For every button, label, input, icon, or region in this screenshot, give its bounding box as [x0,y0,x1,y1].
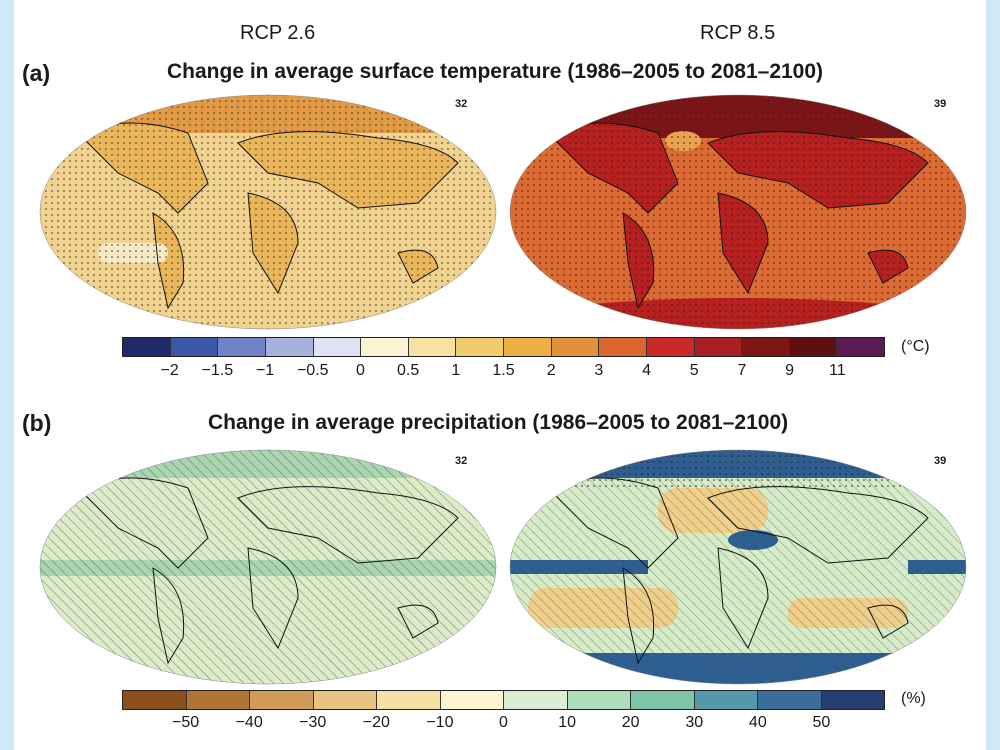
colorbar-temperature-tick-label: 0 [355,362,365,379]
colorbar-temperature-swatch [504,338,552,356]
colorbar-precipitation-unit: (%) [901,690,926,707]
colorbar-temperature-tick-label: −1 [255,362,275,379]
colorbar-precipitation-tick-label: −50 [172,714,200,731]
colorbar-temperature-tick-label: 11 [829,362,846,379]
colorbar-precipitation-tick-label: −30 [299,714,327,731]
colorbar-precipitation-swatch [123,691,187,709]
map-precipitation-rcp26 [39,449,497,685]
colorbar-temperature-tick-label: 7 [737,362,747,379]
colorbar-temperature [122,337,885,357]
colorbar-temperature-swatch [313,338,362,356]
colorbar-precipitation-tick-label: 50 [812,714,831,731]
colorbar-temperature-swatch [408,338,457,356]
colorbar-temperature-swatch [456,338,504,356]
map-temperature-rcp85 [509,94,967,330]
scenario-label-right: RCP 8.5 [700,22,776,44]
panel-a-letter: (a) [22,60,51,86]
colorbar-precipitation-tick-label: −20 [362,714,390,731]
colorbar-temperature-swatch [170,338,219,356]
colorbar-temperature-tick-label: 1.5 [492,362,515,379]
colorbar-temperature-tick-label: 3 [594,362,604,379]
colorbar-precipitation-tick-label: −10 [426,714,454,731]
colorbar-temperature-tick-label: 0.5 [397,362,420,379]
colorbar-precipitation-tick-label: 20 [621,714,640,731]
panel-b-model-count-right: 39 [934,455,947,467]
colorbar-precipitation-swatch [504,691,568,709]
colorbar-temperature-tick-label: 4 [642,362,652,379]
colorbar-temperature-swatch [361,338,409,356]
colorbar-temperature-swatch [265,338,314,356]
colorbar-precipitation [122,690,885,710]
colorbar-precipitation-swatch [821,691,884,709]
map-precipitation-rcp85 [509,449,967,685]
colorbar-temperature-swatch [218,338,266,356]
colorbar-temperature-unit: (°C) [901,338,930,355]
panel-a-model-count-right: 39 [934,98,947,110]
colorbar-precipitation-tick-label: 30 [685,714,704,731]
colorbar-temperature-swatch [551,338,600,356]
panel-a-title: Change in average surface temperature (1… [167,60,824,83]
colorbar-temperature-tick-label: −0.5 [296,362,329,379]
map-temperature-rcp26 [39,94,497,330]
colorbar-temperature-tick-label: 1 [451,362,461,379]
colorbar-temperature-swatch [646,338,695,356]
left-page-border [0,0,14,750]
panel-b-title: Change in average precipitation (1986–20… [208,411,789,434]
colorbar-temperature-swatch [694,338,743,356]
colorbar-precipitation-swatch [758,691,822,709]
colorbar-precipitation-swatch [567,691,631,709]
colorbar-precipitation-swatch [186,691,250,709]
panel-b-letter: (b) [22,410,52,436]
colorbar-temperature-swatch [599,338,647,356]
colorbar-precipitation-tick-label: −40 [235,714,263,731]
colorbar-temperature-swatch [789,338,838,356]
colorbar-temperature-tick-label: −1.5 [201,362,234,379]
colorbar-temperature-swatch [123,338,171,356]
panel-a-model-count-left: 32 [455,98,468,110]
colorbar-precipitation-swatch [377,691,441,709]
colorbar-precipitation-swatch [250,691,314,709]
scenario-label-left: RCP 2.6 [240,22,316,44]
colorbar-temperature-tick-label: −2 [160,362,179,379]
colorbar-temperature-tick-label: 2 [546,362,556,379]
colorbar-precipitation-swatch [440,691,504,709]
colorbar-precipitation-swatch [694,691,758,709]
colorbar-precipitation-swatch [631,691,695,709]
colorbar-precipitation-tick-label: 0 [499,714,508,731]
colorbar-precipitation-swatch [313,691,377,709]
panel-b-model-count-left: 32 [455,455,468,467]
colorbar-precipitation-tick-label: 10 [558,714,576,731]
colorbar-temperature-swatch [837,338,884,356]
colorbar-temperature-swatch [742,338,790,356]
colorbar-temperature-tick-label: 5 [689,362,699,379]
colorbar-precipitation-tick-label: 40 [748,714,767,731]
right-page-border [986,0,1000,750]
colorbar-temperature-tick-label: 9 [785,362,795,379]
